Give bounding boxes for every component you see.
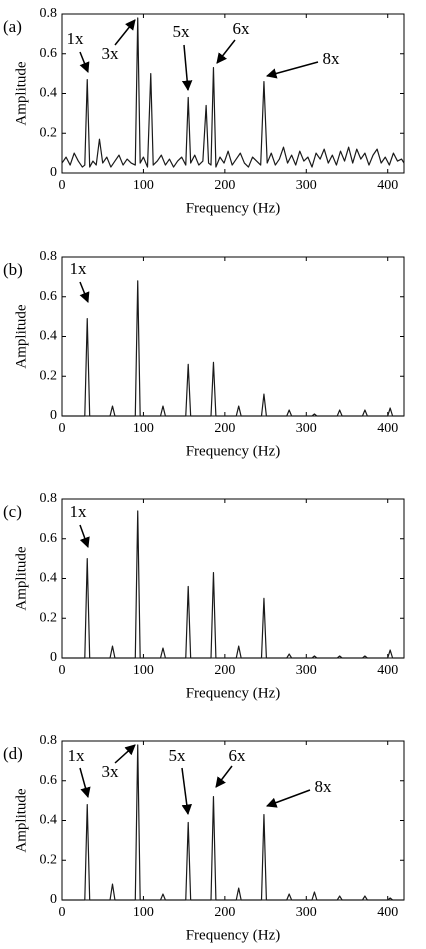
x-axis-label: Frequency (Hz) — [186, 200, 281, 216]
y-tick-label: 0.4 — [40, 571, 58, 586]
x-tick-label: 0 — [59, 663, 66, 678]
y-tick-label: 0.8 — [40, 733, 58, 748]
annotation-arrow — [114, 744, 136, 764]
annotation: 1x — [70, 502, 88, 521]
spectrum-line — [61, 17, 405, 168]
y-tick-label: 0.4 — [40, 813, 58, 828]
annotation: 8x — [323, 49, 341, 68]
x-axis-label: Frequency (Hz) — [186, 927, 281, 943]
y-tick-label: 0.2 — [40, 610, 58, 625]
x-tick-label: 400 — [377, 421, 398, 436]
annotation-arrow — [216, 39, 236, 64]
plot-frame — [61, 498, 405, 659]
y-tick-label: 0 — [50, 650, 57, 665]
y-tick-label: 0.6 — [40, 289, 58, 304]
annotation: 6x — [229, 746, 247, 765]
x-tick-label: 100 — [133, 663, 154, 678]
x-tick-label: 100 — [133, 905, 154, 920]
panel-label: (d) — [3, 744, 23, 763]
panel: 0 0.2 0.4 0.6 0.8 0 100 200 300 400 Frequency (Hz)… — [3, 733, 405, 943]
y-tick-label: 0.4 — [40, 86, 58, 101]
spectrum-line — [62, 280, 404, 417]
annotation-arrow — [79, 281, 90, 303]
annotation: 5x — [169, 746, 187, 765]
annotation-arrow — [79, 524, 90, 548]
plot-frame — [61, 256, 405, 417]
panel-label: (c) — [3, 502, 22, 521]
x-tick-label: 400 — [377, 905, 398, 920]
x-tick-label: 100 — [133, 178, 154, 193]
y-tick-label: 0.8 — [40, 249, 58, 264]
x-axis-label: Frequency (Hz) — [186, 443, 281, 459]
x-tick-label: 300 — [296, 663, 317, 678]
x-axis-label: Frequency (Hz) — [186, 685, 281, 701]
annotation: 5x — [173, 22, 191, 41]
panel: 0 0.2 0.4 0.6 0.8 0 100 200 300 400 Frequency (Hz)… — [3, 6, 405, 216]
x-tick-label: 0 — [59, 178, 66, 193]
y-tick-label: 0.6 — [40, 773, 58, 788]
annotation-arrow — [114, 19, 136, 46]
annotation: 8x — [315, 777, 333, 796]
y-tick-label: 0 — [50, 408, 57, 423]
y-tick-label: 0.8 — [40, 6, 58, 21]
x-tick-label: 0 — [59, 421, 66, 436]
annotation-arrow — [181, 44, 193, 92]
y-tick-label: 0.2 — [40, 125, 58, 140]
y-axis-label: Amplitude — [13, 788, 29, 853]
panel-label: (a) — [3, 17, 22, 36]
annotation: 1x — [68, 746, 86, 765]
annotation-arrow — [266, 789, 311, 808]
x-tick-label: 400 — [377, 663, 398, 678]
panel: 0 0.2 0.4 0.6 0.8 0 100 200 300 400 Frequency (Hz)… — [3, 491, 405, 701]
y-tick-label: 0 — [50, 892, 57, 907]
annotation-arrow — [79, 51, 90, 73]
annotation: 3x — [102, 762, 120, 781]
x-tick-label: 400 — [377, 178, 398, 193]
y-axis-label: Amplitude — [13, 304, 29, 369]
y-tick-label: 0.6 — [40, 531, 58, 546]
x-tick-label: 200 — [214, 178, 235, 193]
y-tick-label: 0.2 — [40, 368, 58, 383]
annotation-arrow — [79, 767, 91, 799]
panel: 0 0.2 0.4 0.6 0.8 0 100 200 300 400 Frequency (Hz)… — [3, 249, 405, 459]
x-tick-label: 300 — [296, 421, 317, 436]
spectrum-line — [62, 510, 404, 659]
x-tick-label: 0 — [59, 905, 66, 920]
annotation: 1x — [70, 259, 88, 278]
x-tick-label: 100 — [133, 421, 154, 436]
x-tick-label: 300 — [296, 178, 317, 193]
y-tick-label: 0.8 — [40, 491, 58, 506]
annotation: 3x — [102, 44, 120, 63]
panel-label: (b) — [3, 260, 23, 279]
annotation-arrow — [265, 61, 319, 79]
x-tick-label: 300 — [296, 905, 317, 920]
y-tick-label: 0.4 — [40, 329, 58, 344]
annotation-arrow — [181, 767, 192, 816]
x-tick-label: 200 — [214, 421, 235, 436]
annotation: 1x — [67, 29, 85, 48]
spectrum-line — [62, 744, 404, 901]
y-tick-label: 0 — [50, 165, 57, 180]
annotation-arrow — [215, 765, 233, 788]
y-tick-label: 0.2 — [40, 852, 58, 867]
y-axis-label: Amplitude — [13, 546, 29, 611]
y-axis-label: Amplitude — [13, 61, 29, 126]
y-tick-label: 0.6 — [40, 46, 58, 61]
annotation: 6x — [233, 19, 251, 38]
x-tick-label: 200 — [214, 663, 235, 678]
x-tick-label: 200 — [214, 905, 235, 920]
